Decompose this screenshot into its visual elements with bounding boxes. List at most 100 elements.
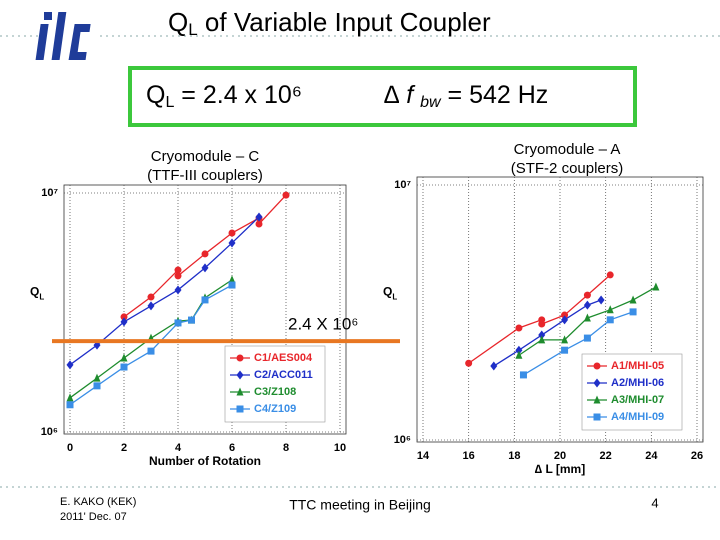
point	[515, 324, 523, 332]
y-axis-label-main: Q	[383, 285, 392, 299]
y-axis-label: QL	[383, 285, 397, 302]
logo	[35, 12, 91, 60]
point	[147, 293, 155, 301]
chart-subtitle: (TTF-III couplers)	[147, 167, 263, 184]
x-tick-label: 6	[229, 442, 235, 454]
point	[147, 347, 155, 355]
x-tick-label: 0	[67, 442, 73, 454]
point	[120, 313, 128, 321]
point	[629, 308, 637, 316]
legend-label: C3/Z108	[254, 386, 296, 398]
legend-marker	[236, 354, 244, 362]
highlight-box	[128, 66, 637, 127]
point	[515, 345, 523, 355]
y-axis-label-sub: L	[392, 293, 397, 302]
legend-marker	[593, 362, 601, 370]
point	[228, 281, 236, 289]
legend-marker	[236, 387, 244, 396]
footer-date: 2011' Dec. 07	[60, 511, 127, 523]
point	[606, 305, 614, 314]
chart-title: Cryomodule – C	[151, 148, 260, 165]
y-tick-label: 10⁷	[41, 187, 58, 199]
point	[561, 315, 569, 325]
x-tick-label: 4	[175, 442, 182, 454]
point	[606, 316, 614, 324]
bandwidth-value: ∆ f bw = 542 Hz	[384, 81, 548, 112]
point	[538, 330, 546, 340]
y-tick-label: 10⁶	[41, 426, 58, 438]
point	[583, 313, 591, 322]
point	[629, 295, 637, 304]
chart-subtitle: (STF-2 couplers)	[511, 160, 624, 177]
legend-marker	[236, 405, 244, 413]
point	[597, 295, 605, 305]
point	[465, 359, 473, 367]
point	[147, 301, 155, 311]
point	[583, 291, 591, 299]
point	[174, 319, 182, 327]
reference-label: 2.4 X 10⁶	[288, 315, 358, 334]
point	[201, 263, 209, 273]
point	[201, 250, 209, 258]
point	[174, 266, 182, 274]
x-tick-label: 10	[334, 442, 346, 454]
legend-marker	[593, 395, 601, 404]
legend-marker	[593, 378, 601, 388]
point	[255, 212, 263, 222]
legend-label: C4/Z109	[254, 403, 296, 415]
x-tick-label: 2	[121, 442, 127, 454]
legend-label: A1/MHI-05	[611, 360, 664, 372]
point	[583, 334, 591, 342]
y-tick-label: 10⁷	[394, 179, 411, 191]
x-tick-label: 26	[691, 450, 703, 462]
point	[561, 311, 569, 319]
point	[174, 285, 182, 295]
point	[228, 275, 236, 284]
point	[66, 360, 74, 370]
legend-label: C2/ACC011	[254, 369, 313, 381]
point	[174, 272, 182, 280]
legend-label: C1/AES004	[254, 352, 313, 364]
footer-meeting: TTC meeting in Beijing	[289, 497, 431, 513]
legend-marker	[236, 370, 244, 380]
point	[228, 238, 236, 248]
ql-value: QL = 2.4 x 10⁶	[146, 81, 302, 112]
x-tick-label: 22	[600, 450, 612, 462]
plot-frame	[63, 184, 347, 435]
y-tick-label: 10⁶	[394, 434, 411, 446]
legend-label: A4/MHI-09	[611, 411, 664, 423]
y-axis-label: QL	[30, 285, 44, 302]
point	[519, 371, 527, 379]
legend-marker	[593, 413, 601, 421]
x-tick-label: 20	[554, 450, 566, 462]
point	[515, 350, 523, 359]
footer-author: E. KAKO (KEK)	[60, 496, 136, 508]
point	[606, 271, 614, 279]
point	[561, 346, 569, 354]
point	[188, 316, 195, 324]
point	[66, 401, 74, 409]
slide-title: QL of Variable Input Coupler	[168, 7, 491, 40]
point	[561, 335, 569, 344]
point	[120, 353, 128, 362]
point	[538, 335, 546, 344]
point	[120, 317, 128, 327]
point	[120, 363, 128, 371]
y-axis-label-main: Q	[30, 285, 39, 299]
x-axis-label: Number of Rotation	[149, 454, 261, 468]
legend-label: A2/MHI-06	[611, 377, 664, 389]
x-tick-label: 24	[645, 450, 658, 462]
point	[255, 220, 263, 228]
point	[93, 382, 101, 390]
x-tick-label: 16	[463, 450, 475, 462]
point	[490, 361, 498, 371]
point	[583, 300, 591, 310]
page-number: 4	[651, 495, 658, 510]
point	[93, 373, 101, 382]
y-axis-label-sub: L	[39, 293, 44, 302]
point	[652, 282, 660, 291]
legend-label: A3/MHI-07	[611, 394, 664, 406]
x-tick-label: 14	[417, 450, 430, 462]
point	[228, 229, 236, 237]
